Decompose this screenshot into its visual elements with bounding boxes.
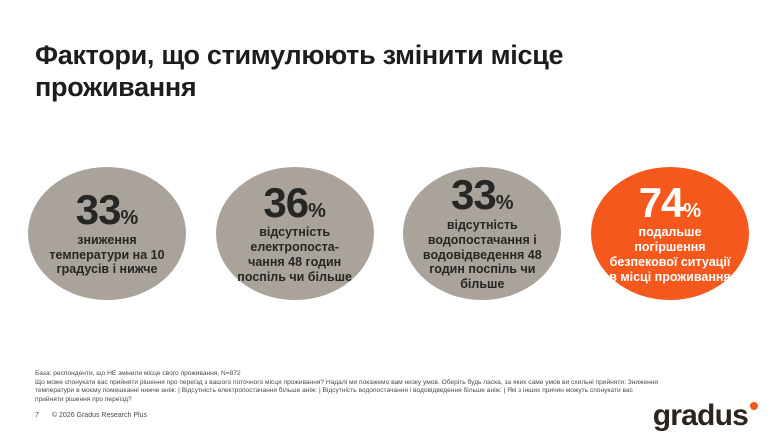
bubble-percent: 33% bbox=[76, 188, 139, 230]
bubble-label: подальше погіршення безпекової ситуації … bbox=[609, 225, 731, 284]
percent-sign: % bbox=[495, 192, 514, 215]
logo-dot-icon bbox=[750, 402, 758, 410]
footnote: База: респонденти, що НЕ змінили місце с… bbox=[35, 370, 663, 404]
bubble-water-outage: 33% відсутність водопостачання і водовід… bbox=[403, 167, 562, 300]
footnote-base: База: респонденти, що НЕ змінили місце с… bbox=[35, 370, 241, 377]
percent-value: 33 bbox=[451, 171, 497, 219]
percent-value: 74 bbox=[638, 178, 685, 226]
percent-sign: % bbox=[120, 206, 139, 229]
bubble-security-worsening: 74% подальше погіршення безпекової ситуа… bbox=[590, 167, 749, 300]
footnote-question: Що може спонукати вас прийняти рішення п… bbox=[35, 379, 658, 403]
copyright-text: © 2026 Gradus Research Plus bbox=[51, 412, 147, 419]
bubble-percent: 33% bbox=[451, 174, 514, 216]
gradus-logo: gradus bbox=[653, 401, 758, 431]
bubble-label: відсутність водопостачання і водовідведе… bbox=[422, 218, 542, 292]
bubble-label: зниження температури на 10 градусів і ни… bbox=[49, 232, 165, 277]
page-number: 7 bbox=[35, 412, 39, 419]
bubble-percent: 36% bbox=[263, 181, 326, 223]
page-footer: 7 © 2026 Gradus Research Plus bbox=[35, 412, 147, 419]
bubble-percent: 74% bbox=[639, 181, 702, 223]
percent-sign: % bbox=[308, 199, 326, 222]
page-title: Фактори, що стимулюють змінити місце про… bbox=[35, 40, 564, 102]
percent-value: 36 bbox=[263, 178, 309, 226]
bubble-label: відсутність електропоста- чання 48 годин… bbox=[237, 225, 352, 284]
logo-text: gradus bbox=[652, 399, 749, 432]
percent-sign: % bbox=[683, 199, 702, 222]
bubble-row: 33% зниження температури на 10 градусів … bbox=[28, 167, 749, 300]
bubble-power-outage: 36% відсутність електропоста- чання 48 г… bbox=[215, 167, 374, 300]
bubble-temperature-drop: 33% зниження температури на 10 градусів … bbox=[28, 167, 186, 300]
percent-value: 33 bbox=[75, 185, 122, 233]
